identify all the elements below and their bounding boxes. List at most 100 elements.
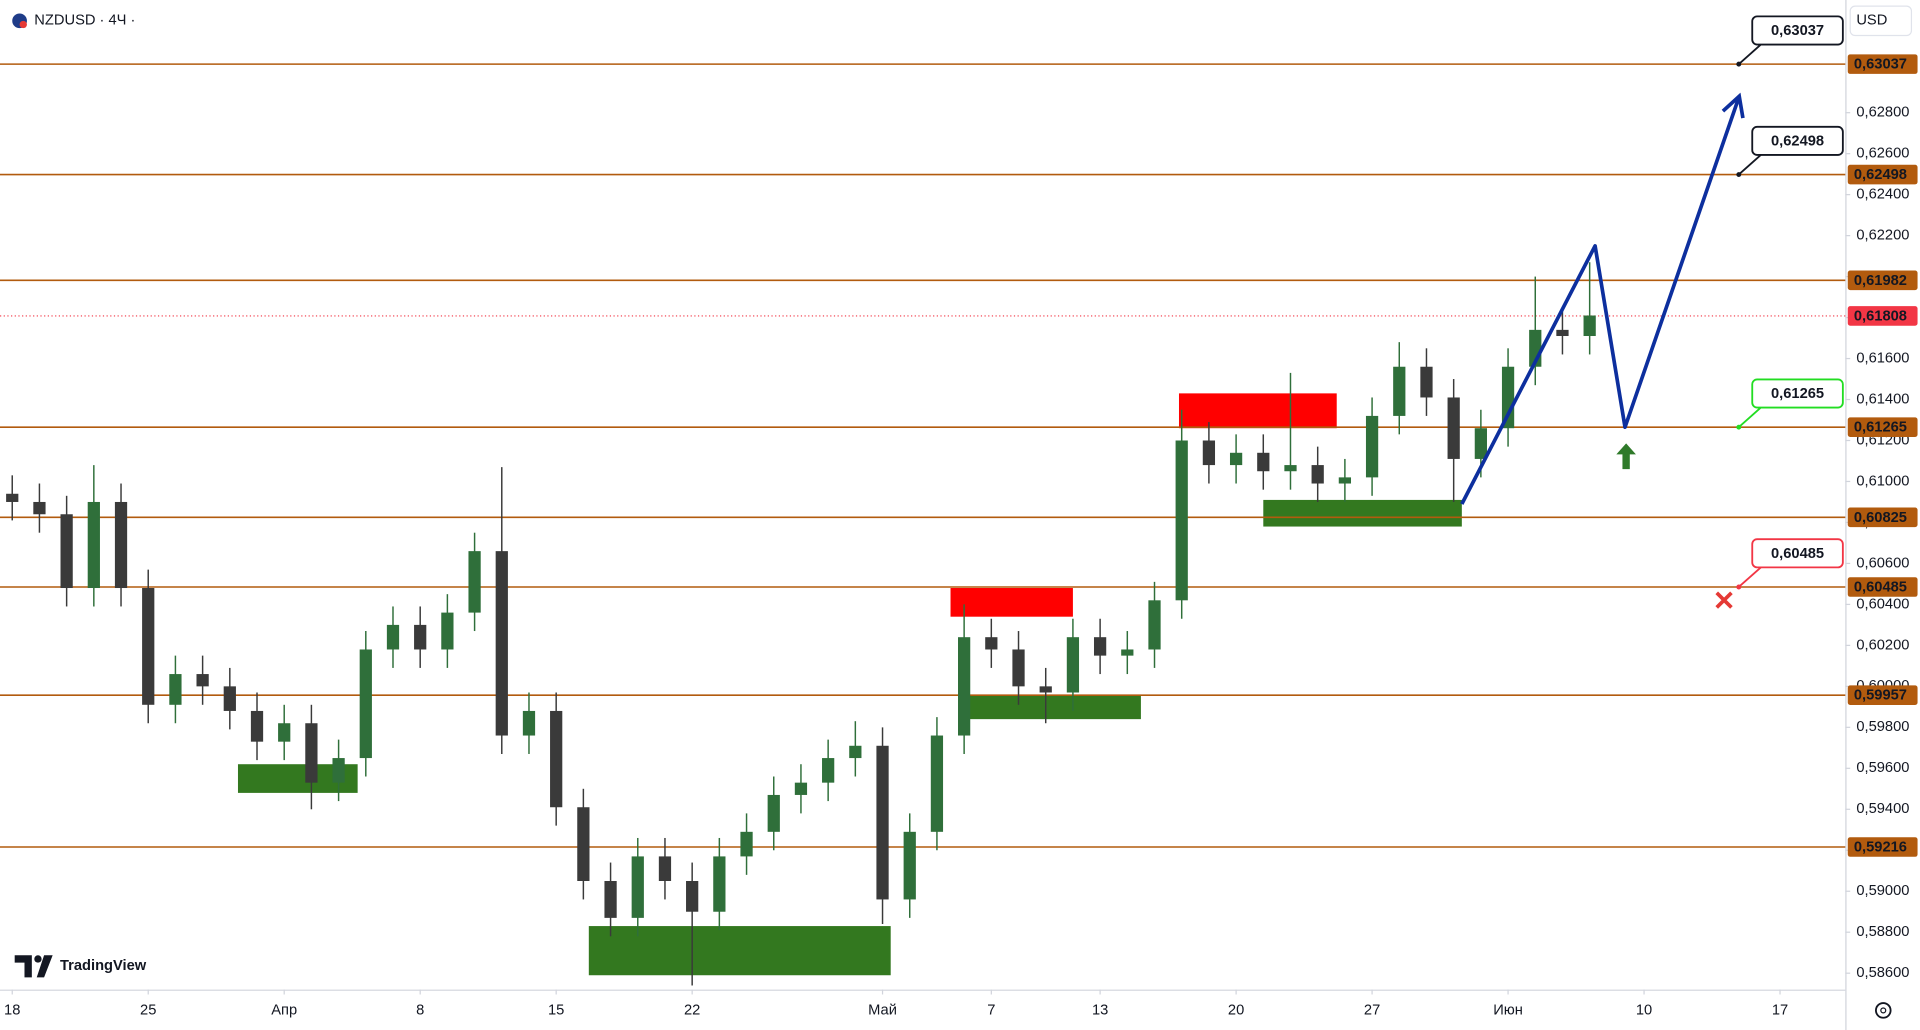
y-tick-label: 0,61400	[1856, 391, 1909, 407]
settings-gear-center	[1880, 1007, 1887, 1014]
x-tick-label: 8	[416, 1002, 424, 1018]
price-badge-label: 0,60825	[1854, 510, 1907, 526]
x-tick-label: 20	[1228, 1002, 1244, 1018]
candle-body	[1393, 366, 1406, 416]
candle-body	[1148, 600, 1161, 650]
settings-button[interactable]	[1875, 1002, 1892, 1019]
y-tick-label: 0,62800	[1856, 105, 1909, 121]
buy-arrow-icon	[1616, 443, 1636, 470]
y-tick-label: 0,58800	[1856, 924, 1909, 940]
candle-body	[1501, 366, 1515, 429]
candle-body	[740, 831, 753, 857]
callout-label: 0,61265	[1771, 386, 1824, 402]
x-tick-label: Апр	[271, 1002, 297, 1018]
price-badge	[1847, 685, 1918, 705]
candle-body	[87, 501, 100, 589]
price-badge-label: 0,61982	[1854, 273, 1907, 289]
y-tick-label: 0,62600	[1856, 146, 1909, 162]
x-tick-label: 27	[1364, 1002, 1380, 1018]
candle-body	[1583, 315, 1596, 337]
candle-body	[794, 782, 808, 795]
candle-body	[522, 710, 536, 736]
zone	[1178, 393, 1337, 429]
callout-box	[1751, 378, 1844, 409]
symbol-title: NZDUSD · 4Ч ·	[34, 13, 135, 29]
callout-label: 0,62498	[1771, 133, 1824, 149]
y-tick-label: 0,62200	[1856, 227, 1909, 243]
candle-body	[495, 551, 508, 736]
zone	[966, 694, 1141, 720]
candle-body	[1420, 366, 1433, 398]
candle-body	[713, 856, 726, 912]
candle-body	[958, 637, 971, 736]
candle-body	[1121, 649, 1134, 656]
candle-body	[631, 856, 644, 918]
candle-body	[1311, 465, 1324, 484]
price-badge	[1847, 306, 1918, 326]
candle-body	[1284, 465, 1297, 472]
candle-body	[441, 612, 454, 650]
y-tick-label: 0,59600	[1856, 760, 1909, 776]
candle-body	[903, 831, 916, 900]
candle-body	[223, 686, 236, 711]
symbol-header[interactable]: NZDUSD · 4Ч ·	[12, 13, 135, 29]
candle-body	[1474, 428, 1487, 459]
logo-mark	[14, 955, 32, 978]
candle-body	[1447, 397, 1460, 459]
candle-body	[414, 624, 427, 650]
price-badge-label: 0,59216	[1854, 839, 1907, 855]
candle-body	[142, 588, 155, 705]
currency-box	[1849, 5, 1913, 37]
candle-body	[1365, 415, 1379, 478]
price-badge-label: 0,59957	[1854, 688, 1907, 704]
x-tick-label: 13	[1092, 1002, 1108, 1018]
candle-body	[822, 758, 835, 783]
candle-body	[767, 794, 780, 832]
candle-body	[114, 501, 128, 589]
candle-body	[468, 551, 481, 613]
currency-label: USD	[1856, 13, 1887, 29]
candle-body	[1257, 452, 1270, 472]
x-tick-label: 10	[1636, 1002, 1652, 1018]
candle-body	[250, 710, 264, 742]
y-tick-label: 0,59400	[1856, 801, 1909, 817]
candle-body	[1556, 329, 1569, 337]
y-tick-label: 0,62400	[1856, 187, 1909, 203]
stop-cross-icon	[1715, 591, 1733, 609]
candle-body	[930, 735, 944, 832]
candle-body	[169, 674, 182, 705]
y-tick-label: 0,59000	[1856, 883, 1909, 899]
candle-body	[359, 649, 372, 759]
candle-body	[1229, 452, 1243, 466]
candle-body	[577, 807, 590, 881]
price-badge-label: 0,63037	[1854, 57, 1907, 73]
forecast-path	[1460, 95, 1741, 505]
zone	[950, 588, 1073, 617]
candle-body	[985, 637, 998, 650]
candle-body	[1066, 637, 1080, 693]
brand-name: TradingView	[60, 958, 147, 974]
candle-body	[849, 745, 862, 759]
y-tick-label: 0,61600	[1856, 350, 1909, 366]
candle-body	[278, 723, 291, 742]
settings-gear	[1875, 1002, 1892, 1019]
callout-leader	[1738, 43, 1762, 65]
zone	[588, 926, 891, 976]
price-badge	[1847, 417, 1918, 437]
price-badge	[1847, 837, 1918, 857]
x-tick-label: Май	[868, 1002, 897, 1018]
brand-logo[interactable]: TradingView	[14, 955, 147, 978]
candle-body	[1202, 440, 1216, 466]
currency-button[interactable]: USD	[1849, 5, 1913, 37]
callout-leader	[1738, 566, 1762, 588]
zone	[1263, 499, 1462, 527]
candle-body	[60, 514, 73, 589]
x-tick-label: 18	[4, 1002, 20, 1018]
candle-body	[604, 880, 617, 918]
candle-body	[876, 745, 889, 900]
x-tick-label: 25	[140, 1002, 156, 1018]
price-badge-label: 0,62498	[1854, 167, 1907, 183]
